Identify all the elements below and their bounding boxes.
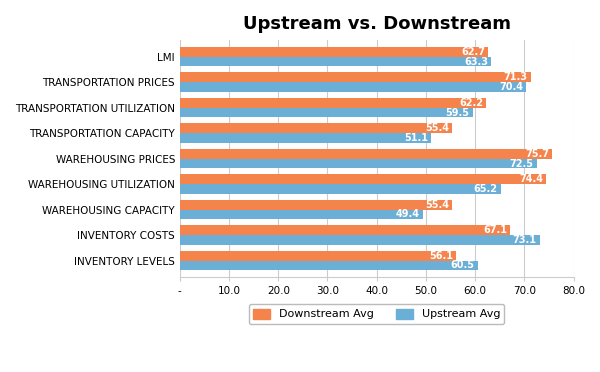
Bar [180, 47, 488, 57]
Bar [180, 184, 500, 194]
Bar [180, 159, 536, 169]
Title: Upstream vs. Downstream: Upstream vs. Downstream [242, 15, 511, 33]
Text: 67.1: 67.1 [483, 225, 507, 235]
Text: 63.3: 63.3 [464, 57, 488, 67]
Bar [180, 73, 530, 82]
Text: 55.4: 55.4 [425, 124, 449, 133]
Text: 71.3: 71.3 [504, 72, 528, 82]
Text: 70.4: 70.4 [499, 82, 523, 92]
Text: 55.4: 55.4 [425, 200, 449, 210]
Legend: Downstream Avg, Upstream Avg: Downstream Avg, Upstream Avg [249, 304, 505, 324]
Text: 75.7: 75.7 [526, 149, 550, 159]
Bar [180, 57, 491, 66]
Text: 59.5: 59.5 [446, 108, 470, 118]
Bar [180, 149, 553, 159]
Text: 51.1: 51.1 [404, 133, 428, 143]
Bar [180, 82, 526, 92]
Text: 62.2: 62.2 [459, 98, 483, 108]
Bar [180, 200, 452, 210]
Bar [180, 210, 423, 219]
Bar [180, 251, 456, 261]
Text: 56.1: 56.1 [429, 251, 453, 261]
Bar [180, 174, 546, 184]
Bar [180, 98, 486, 108]
Bar [180, 225, 510, 235]
Bar [180, 235, 539, 245]
Text: 73.1: 73.1 [512, 235, 536, 245]
Text: 49.4: 49.4 [396, 209, 420, 219]
Bar [180, 133, 431, 143]
Text: 74.4: 74.4 [519, 174, 543, 184]
Text: 72.5: 72.5 [509, 158, 533, 169]
Text: 65.2: 65.2 [474, 184, 498, 194]
Bar [180, 261, 478, 270]
Bar [180, 108, 473, 117]
Text: 62.7: 62.7 [461, 47, 485, 57]
Text: 60.5: 60.5 [451, 260, 475, 270]
Bar [180, 124, 452, 133]
